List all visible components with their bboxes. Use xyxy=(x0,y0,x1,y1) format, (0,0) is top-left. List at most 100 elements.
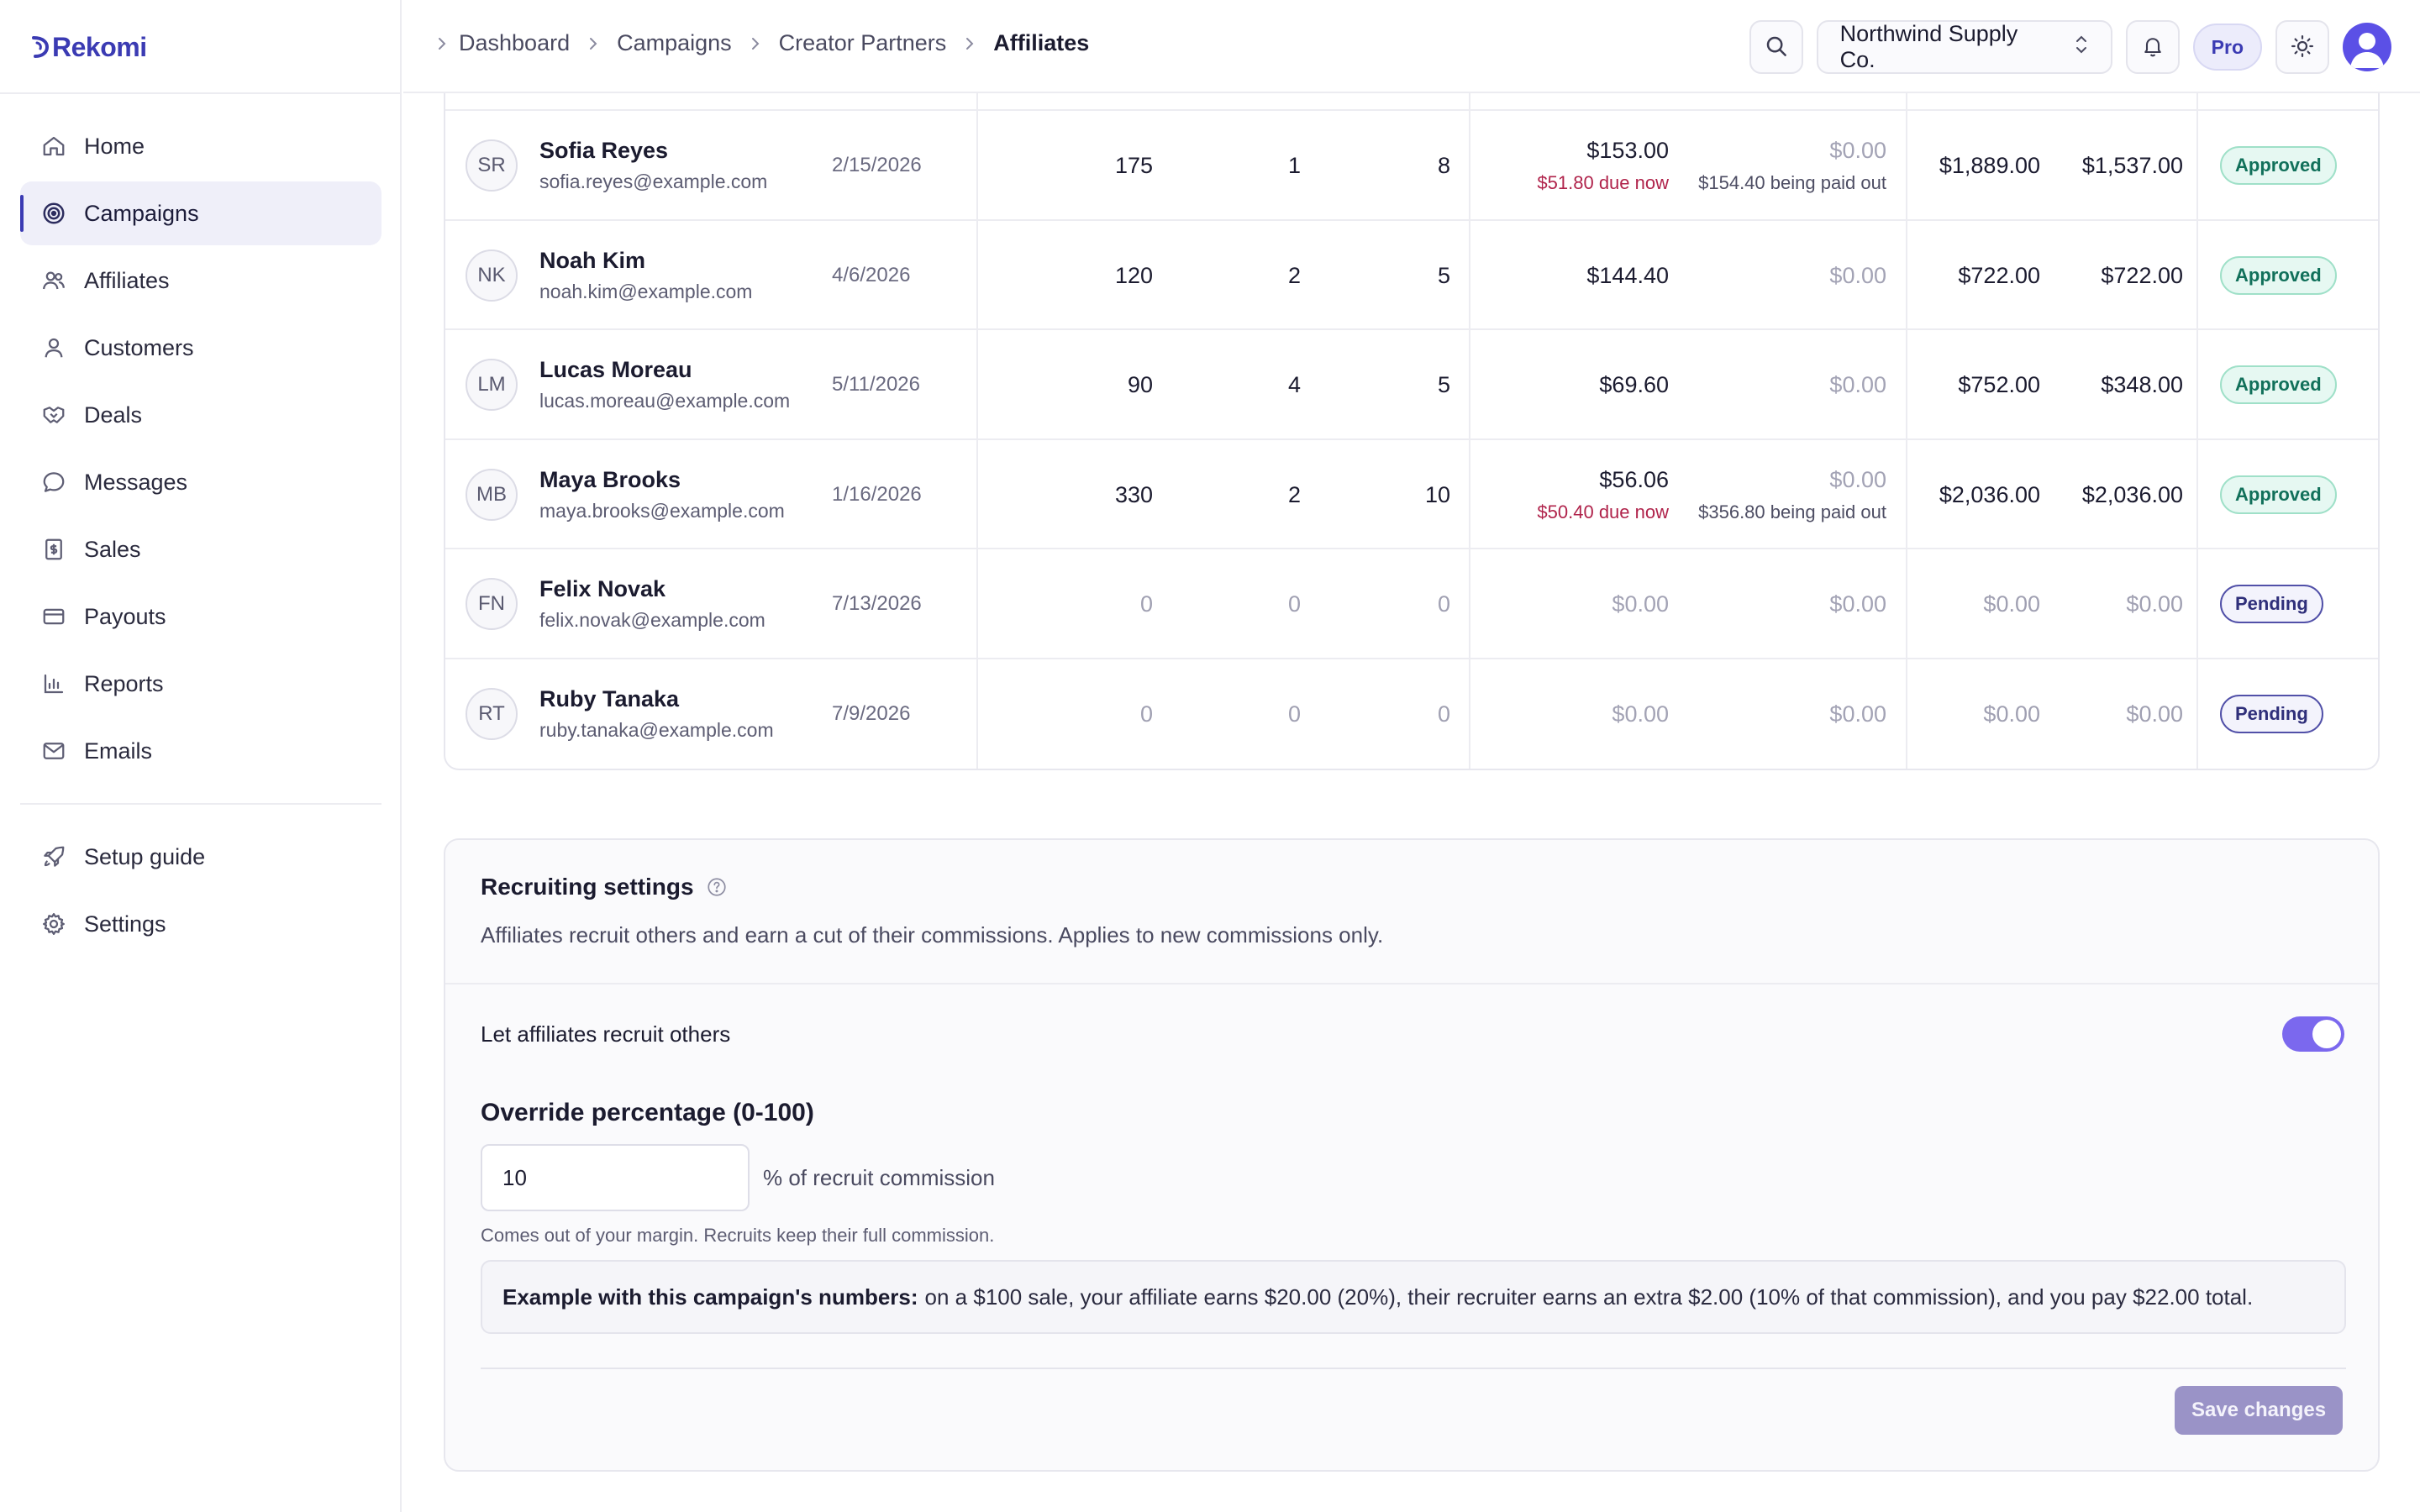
sidebar-item-label: Messages xyxy=(84,469,188,495)
unpaid-amount: $0.00 xyxy=(1612,701,1669,727)
breadcrumb-campaigns[interactable]: Campaigns xyxy=(617,30,732,55)
sales-value: 5 xyxy=(1437,371,1450,397)
override-percentage-input[interactable] xyxy=(481,1144,750,1211)
sidebar-item-emails[interactable]: Emails xyxy=(20,719,381,783)
toggle-knob xyxy=(2312,1020,2341,1048)
paid-commission: $0.00 $154.40 being paid out xyxy=(1672,111,1886,220)
sidebar: Rekomi Home Campaigns Affiliates Custome… xyxy=(0,0,402,1512)
join-date: 5/11/2026 xyxy=(832,373,920,396)
sidebar-item-campaigns[interactable]: Campaigns xyxy=(20,181,381,245)
affiliate-email: ruby.tanaka@example.com xyxy=(539,719,774,741)
sidebar-item-deals[interactable]: Deals xyxy=(20,383,381,447)
leads-value: 0 xyxy=(1287,591,1301,617)
affiliate-name[interactable]: Ruby Tanaka xyxy=(539,686,680,711)
bell-icon xyxy=(2141,34,2165,61)
table-row[interactable]: FN Felix Novak felix.novak@example.com 7… xyxy=(445,548,2378,657)
paid-commission: $0.00 xyxy=(1672,659,1886,769)
top-bar: Dashboard Campaigns Creator Partners Aff… xyxy=(403,0,2420,93)
recruit-toggle[interactable] xyxy=(2282,1016,2344,1052)
chevron-right-icon xyxy=(585,35,602,52)
example-prefix: Example with this campaign's numbers: xyxy=(502,1284,918,1310)
sidebar-divider xyxy=(20,803,381,805)
sidebar-item-label: Settings xyxy=(84,911,166,937)
net-value: $0.00 xyxy=(2126,591,2183,617)
override-suffix: % of recruit commission xyxy=(763,1165,995,1190)
sales-value: 0 xyxy=(1437,591,1450,617)
breadcrumb-creator-partners[interactable]: Creator Partners xyxy=(778,30,947,55)
paid-amount: $0.00 xyxy=(1829,591,1886,617)
affiliate-email: noah.kim@example.com xyxy=(539,281,753,302)
sidebar-item-home[interactable]: Home xyxy=(20,114,381,178)
help-circle-icon[interactable] xyxy=(706,876,728,898)
being-paid-out-note: $154.40 being paid out xyxy=(1698,171,1886,193)
revenue-value: $0.00 xyxy=(1983,701,2040,727)
status-badge: Pending xyxy=(2220,695,2323,733)
notifications-button[interactable] xyxy=(2125,20,2180,74)
sidebar-item-messages[interactable]: Messages xyxy=(20,450,381,514)
status-badge: Pending xyxy=(2220,585,2323,623)
avatar: FN xyxy=(466,578,518,630)
table-row[interactable]: RT Ruby Tanaka ruby.tanaka@example.com 7… xyxy=(445,658,2378,767)
handshake-icon xyxy=(40,402,67,428)
due-now-note: $51.80 due now xyxy=(1537,171,1669,193)
brand-logo[interactable]: Rekomi xyxy=(30,29,147,66)
affiliate-name[interactable]: Maya Brooks xyxy=(539,467,681,492)
affiliate-name[interactable]: Noah Kim xyxy=(539,248,646,273)
recruiting-settings-card: Recruiting settings Affiliates recruit o… xyxy=(444,838,2380,1472)
organization-selector[interactable]: Northwind Supply Co. xyxy=(1816,20,2112,74)
status-badge: Approved xyxy=(2220,475,2337,514)
net-value: $722.00 xyxy=(2101,262,2183,288)
affiliate-name[interactable]: Felix Novak xyxy=(539,576,666,601)
table-row[interactable]: LM Lucas Moreau lucas.moreau@example.com… xyxy=(445,328,2378,438)
column-divider xyxy=(1469,50,1470,769)
organization-name: Northwind Supply Co. xyxy=(1839,21,2018,72)
join-date: 2/15/2026 xyxy=(832,154,922,176)
affiliate-email: maya.brooks@example.com xyxy=(539,500,785,522)
table-row[interactable]: NK Noah Kim noah.kim@example.com 4/6/202… xyxy=(445,219,2378,328)
sidebar-item-label: Deals xyxy=(84,402,143,428)
card-title: Recruiting settings xyxy=(481,874,728,900)
sidebar-item-customers[interactable]: Customers xyxy=(20,316,381,380)
column-divider xyxy=(1906,50,1907,769)
status-badge: Approved xyxy=(2220,365,2337,404)
affiliate-name[interactable]: Lucas Moreau xyxy=(539,357,692,382)
sidebar-item-payouts[interactable]: Payouts xyxy=(20,585,381,648)
revenue-value: $722.00 xyxy=(1958,262,2040,288)
table-row[interactable]: MB Maya Brooks maya.brooks@example.com 1… xyxy=(445,438,2378,548)
leads-value: 2 xyxy=(1287,481,1301,507)
sidebar-item-label: Reports xyxy=(84,670,164,696)
theme-toggle-button[interactable] xyxy=(2275,20,2329,74)
sidebar-item-sales[interactable]: Sales xyxy=(20,517,381,581)
sidebar-item-settings[interactable]: Settings xyxy=(20,892,381,956)
being-paid-out-note: $356.80 being paid out xyxy=(1698,501,1886,522)
unpaid-amount: $0.00 xyxy=(1612,591,1669,617)
breadcrumb-dashboard[interactable]: Dashboard xyxy=(459,30,571,55)
sidebar-item-setup-guide[interactable]: Setup guide xyxy=(20,825,381,889)
mail-icon xyxy=(40,738,67,764)
card-description: Affiliates recruit others and earn a cut… xyxy=(481,922,1384,948)
affiliate-name[interactable]: Sofia Reyes xyxy=(539,138,669,163)
unpaid-amount: $144.40 xyxy=(1586,262,1669,288)
unpaid-commission: $144.40 xyxy=(1504,221,1669,330)
unpaid-commission: $69.60 xyxy=(1504,330,1669,439)
net-value: $0.00 xyxy=(2126,701,2183,727)
card-divider xyxy=(445,983,2378,984)
join-date: 7/9/2026 xyxy=(832,702,911,725)
paid-commission: $0.00 xyxy=(1672,330,1886,439)
sidebar-item-reports[interactable]: Reports xyxy=(20,652,381,716)
table-row[interactable]: SR Sofia Reyes sofia.reyes@example.com 2… xyxy=(445,109,2378,218)
plan-badge[interactable]: Pro xyxy=(2192,24,2262,71)
card-header: Recruiting settings Affiliates recruit o… xyxy=(445,840,2378,983)
search-button[interactable] xyxy=(1749,20,1803,74)
revenue-value: $752.00 xyxy=(1958,371,2040,397)
unpaid-commission: $56.06 $50.40 due now xyxy=(1504,440,1669,549)
sidebar-item-affiliates[interactable]: Affiliates xyxy=(20,249,381,312)
example-text: on a $100 sale, your affiliate earns $20… xyxy=(924,1284,2254,1310)
paid-amount: $0.00 xyxy=(1829,262,1886,288)
leads-value: 0 xyxy=(1287,701,1301,727)
save-changes-button[interactable]: Save changes xyxy=(2175,1386,2343,1435)
leads-value: 2 xyxy=(1287,262,1301,288)
user-avatar[interactable] xyxy=(2343,23,2391,71)
paid-commission: $0.00 $356.80 being paid out xyxy=(1672,440,1886,549)
card-icon xyxy=(40,603,67,630)
